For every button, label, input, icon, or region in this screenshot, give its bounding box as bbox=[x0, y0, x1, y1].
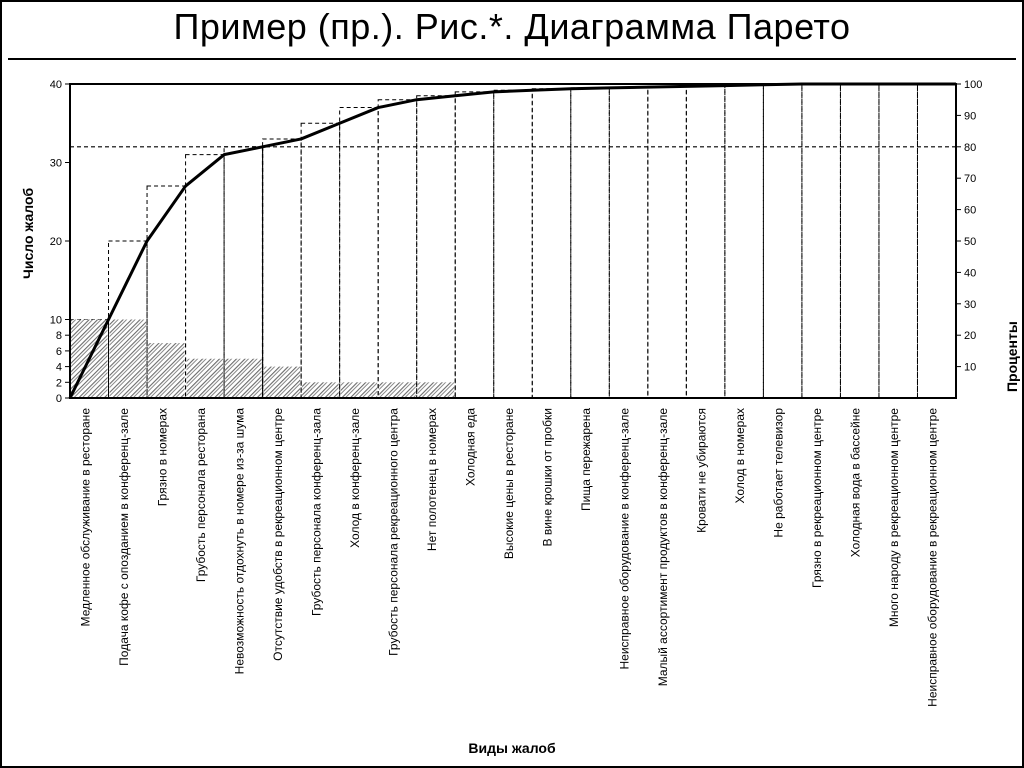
svg-text:Холодная вода в бассейне: Холодная вода в бассейне bbox=[849, 408, 863, 558]
svg-text:Не работает телевизор: Не работает телевизор bbox=[772, 408, 786, 538]
svg-text:Грязно в номерах: Грязно в номерах bbox=[155, 408, 169, 506]
svg-text:Грубость персонала ресторана: Грубость персонала ресторана bbox=[194, 408, 208, 582]
pareto-chart: 0 2 4 6 8 10 20 30 40 10 20 30 40 50 60 70 80 90 100 Медлен… bbox=[20, 74, 1004, 756]
svg-text:60: 60 bbox=[964, 205, 976, 217]
svg-text:Холод в номерах: Холод в номерах bbox=[733, 408, 747, 503]
svg-text:Грубость персонала конференц-з: Грубость персонала конференц-зала bbox=[309, 408, 323, 616]
svg-text:30: 30 bbox=[964, 299, 976, 311]
page-title: Пример (пр.). Рис.*. Диаграмма Парето bbox=[2, 6, 1022, 48]
svg-text:Неисправное оборудование в кон: Неисправное оборудование в конференц-зал… bbox=[618, 408, 632, 670]
svg-text:Холод в конференц-зале: Холод в конференц-зале bbox=[348, 408, 362, 548]
svg-text:30: 30 bbox=[50, 158, 62, 170]
svg-text:40: 40 bbox=[964, 267, 976, 279]
svg-text:40: 40 bbox=[50, 79, 62, 91]
svg-text:10: 10 bbox=[964, 362, 976, 374]
svg-text:0: 0 bbox=[56, 393, 62, 405]
svg-text:Пища пережарена: Пища пережарена bbox=[579, 408, 593, 511]
svg-text:Много народу в рекреационном ц: Много народу в рекреационном центре bbox=[887, 408, 901, 627]
svg-text:10: 10 bbox=[50, 315, 62, 327]
svg-text:50: 50 bbox=[964, 236, 976, 248]
svg-text:Холодная еда: Холодная еда bbox=[463, 408, 477, 486]
svg-text:20: 20 bbox=[964, 330, 976, 342]
x-axis-label: Виды жалоб bbox=[20, 740, 1004, 756]
svg-text:Высокие цены в ресторане: Высокие цены в ресторане bbox=[502, 408, 516, 559]
svg-text:В вине крошки от пробки: В вине крошки от пробки bbox=[541, 408, 555, 546]
svg-text:Невозможность отдохнуть в номе: Невозможность отдохнуть в номере из-за ш… bbox=[232, 408, 246, 675]
svg-text:70: 70 bbox=[964, 173, 976, 185]
svg-text:Грязно в рекреационном центре: Грязно в рекреационном центре bbox=[810, 408, 824, 588]
svg-text:100: 100 bbox=[964, 79, 982, 91]
svg-text:4: 4 bbox=[56, 362, 62, 374]
svg-text:90: 90 bbox=[964, 110, 976, 122]
chart-svg: 0 2 4 6 8 10 20 30 40 10 20 30 40 50 60 70 80 90 100 Медлен… bbox=[20, 74, 1008, 760]
svg-text:Медленное обслуживание в ресто: Медленное обслуживание в ресторане bbox=[78, 408, 92, 627]
svg-text:Грубость персонала рекреационн: Грубость персонала рекреационного центра bbox=[386, 408, 400, 656]
svg-text:Неисправное оборудование в рек: Неисправное оборудование в рекреационном… bbox=[926, 408, 940, 707]
title-underline bbox=[8, 58, 1016, 60]
svg-text:20: 20 bbox=[50, 236, 62, 248]
slide: Пример (пр.). Рис.*. Диаграмма Парето 0 2… bbox=[0, 0, 1024, 768]
svg-text:6: 6 bbox=[56, 346, 62, 358]
y-axis-left-label: Число жалоб bbox=[20, 188, 36, 279]
svg-text:Нет полотенец в номерах: Нет полотенец в номерах bbox=[425, 408, 439, 551]
svg-text:2: 2 bbox=[56, 377, 62, 389]
svg-text:Отсутствие удобств в рекреацио: Отсутствие удобств в рекреационном центр… bbox=[271, 408, 285, 661]
svg-text:80: 80 bbox=[964, 142, 976, 154]
svg-text:Подача кофе с опозданием в кон: Подача кофе с опозданием в конференц-зал… bbox=[117, 408, 131, 666]
y-axis-right-label: Проценты нарастающим итогом bbox=[1004, 294, 1024, 392]
svg-text:Малый ассортимент продуктов в: Малый ассортимент продуктов в конференц-… bbox=[656, 408, 670, 687]
svg-text:8: 8 bbox=[56, 330, 62, 342]
svg-text:Кровати не убираются: Кровати не убираются bbox=[695, 408, 709, 533]
